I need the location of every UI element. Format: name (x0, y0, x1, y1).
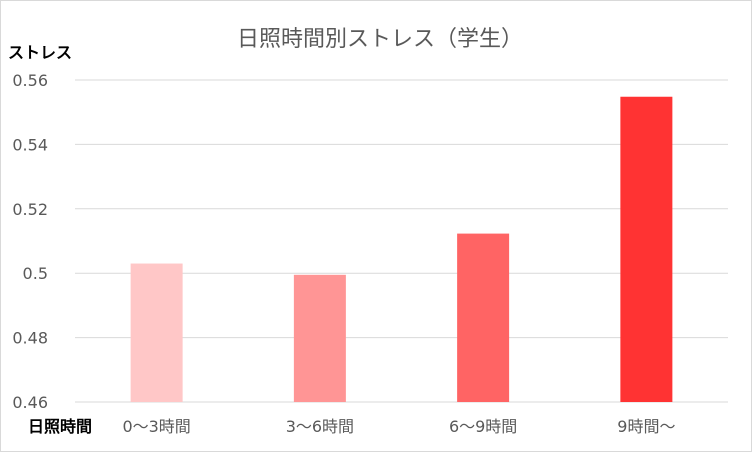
y-tick-label: 0.52 (12, 200, 48, 219)
bar-1 (130, 263, 183, 402)
bar-4 (620, 96, 673, 402)
x-tick-label: 9時間～ (617, 417, 675, 436)
x-tick-labels: 0～3時間 3～6時間 6～9時間 9時間～ (122, 417, 675, 436)
x-tick-label: 6～9時間 (449, 417, 517, 436)
y-tick-label: 0.54 (12, 135, 48, 154)
y-tick-label: 0.48 (12, 329, 48, 348)
y-tick-label: 0.56 (12, 71, 48, 90)
y-tick-label: 0.46 (12, 393, 48, 412)
x-tick-label: 3～6時間 (286, 417, 354, 436)
x-tick-label: 0～3時間 (122, 417, 190, 436)
gridlines (75, 79, 728, 403)
chart-title: 日照時間別ストレス（学生） (237, 27, 523, 52)
bar-3 (457, 233, 510, 402)
x-axis-label: 日照時間 (28, 417, 92, 436)
y-tick-labels: 0.46 0.48 0.5 0.52 0.54 0.56 (12, 71, 48, 412)
y-tick-label: 0.5 (23, 264, 48, 283)
bars (130, 96, 673, 402)
y-axis-label: ストレス (8, 43, 72, 62)
bar-2 (293, 274, 346, 402)
